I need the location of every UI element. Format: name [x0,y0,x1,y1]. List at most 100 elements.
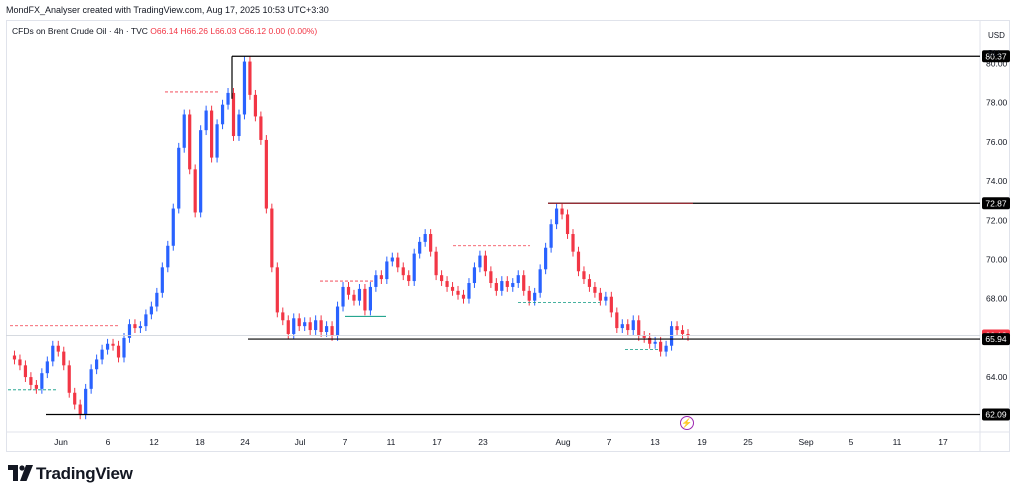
candle-body [659,341,663,352]
candle-body [155,292,159,307]
candle-body [626,324,630,331]
candle-body [653,341,657,344]
candle-body [215,124,219,158]
candle-body [105,343,110,350]
candle-body [538,269,542,293]
candle-body [423,234,427,242]
candle-body [40,373,44,389]
level-price-badge [982,50,1010,63]
price-badge-label: 80.37 [985,51,1007,61]
candle-body [62,351,66,366]
candle-body [357,288,362,301]
price-badge-label: 62.09 [985,410,1007,420]
candle-body [18,359,22,366]
currency-unit[interactable]: USD BLL [988,27,1005,63]
candle-body [73,392,77,405]
open-value: 66.14 [156,26,179,36]
y-tick-label: 64.00 [986,372,1008,382]
candle-body [565,214,570,235]
price-badge-label: 65.94 [985,334,1007,344]
candle-body [78,404,82,415]
candle-body [582,271,586,280]
candle-body [84,388,88,415]
chart-header: MondFX_Analyser created with TradingView… [0,0,1024,20]
ohlc-readout: O66.14 H66.26 L66.03 C66.12 0.00 (0.00%) [150,26,317,36]
candle-body [527,290,531,301]
candle-body [29,377,33,385]
candle-body [199,130,203,213]
price-badge-label: 72.87 [985,198,1007,208]
candle-body [314,320,318,331]
candle-body [341,286,345,307]
candle-body [12,355,17,360]
level-price-badge [982,408,1010,421]
level-price-badge [982,197,1010,210]
y-tick-label: 76.00 [986,137,1008,147]
y-tick-label: 74.00 [986,176,1008,186]
candle-body [308,322,312,331]
candle-body [166,245,170,268]
x-tick-label: 17 [432,437,442,447]
x-tick-label: 7 [607,437,612,447]
candle-body [45,361,49,374]
change-value: 0.00 (0.00%) [268,26,318,36]
candle-body [264,139,268,209]
candle-body [138,326,143,329]
candle-body [275,267,279,313]
candle-body [576,251,581,272]
candle-body [412,253,416,282]
candle-body [67,365,71,393]
candle-body [231,92,236,137]
candle-body [511,283,515,287]
candle-body [401,267,405,276]
candle-body [182,114,186,148]
brand-name[interactable]: TradingView [36,464,133,483]
candle-body [680,330,685,334]
candle-body [297,318,301,327]
unit-label: BLL [988,49,1003,58]
candle-body [177,147,181,209]
candle-body [554,208,559,225]
candle-body [111,343,115,346]
high-value: 66.26 [186,26,208,36]
candle-body [587,279,592,287]
candle-body [34,384,38,389]
candle-body [560,208,564,215]
x-tick-label: 11 [893,437,902,447]
candle-body [429,234,433,252]
candle-body [259,116,263,140]
candle-body [324,326,329,333]
candle-body [292,318,296,334]
x-tick-label: 13 [650,437,660,447]
candle-body [675,326,679,331]
candle-body [450,286,455,291]
candle-body [385,261,389,280]
candle-body [116,345,121,358]
candle-body [286,320,290,334]
candle-body [379,275,383,280]
candle-body [335,306,340,336]
candle-body [352,294,356,301]
low-value: 66.03 [215,26,237,36]
candle-body [95,359,99,370]
lightning-icon[interactable]: ⚡ [680,416,694,430]
close-value: 66.12 [244,26,267,36]
candle-body [248,61,252,95]
candle-body [374,275,378,287]
chart-frame[interactable] [6,20,1010,452]
candle-body [549,224,553,248]
candle-body [461,294,466,299]
y-tick-label: 68.00 [986,294,1008,304]
candle-body [160,267,164,293]
candle-body [593,286,597,293]
y-tick-label: 70.00 [986,254,1008,264]
candle-body [418,241,422,254]
candle-body [489,271,493,284]
candle-body [631,320,635,331]
candle-body [144,314,148,327]
x-tick-label: 11 [387,437,396,447]
candle-body [604,296,608,301]
candle-body [396,257,400,268]
candle-body [620,324,624,329]
